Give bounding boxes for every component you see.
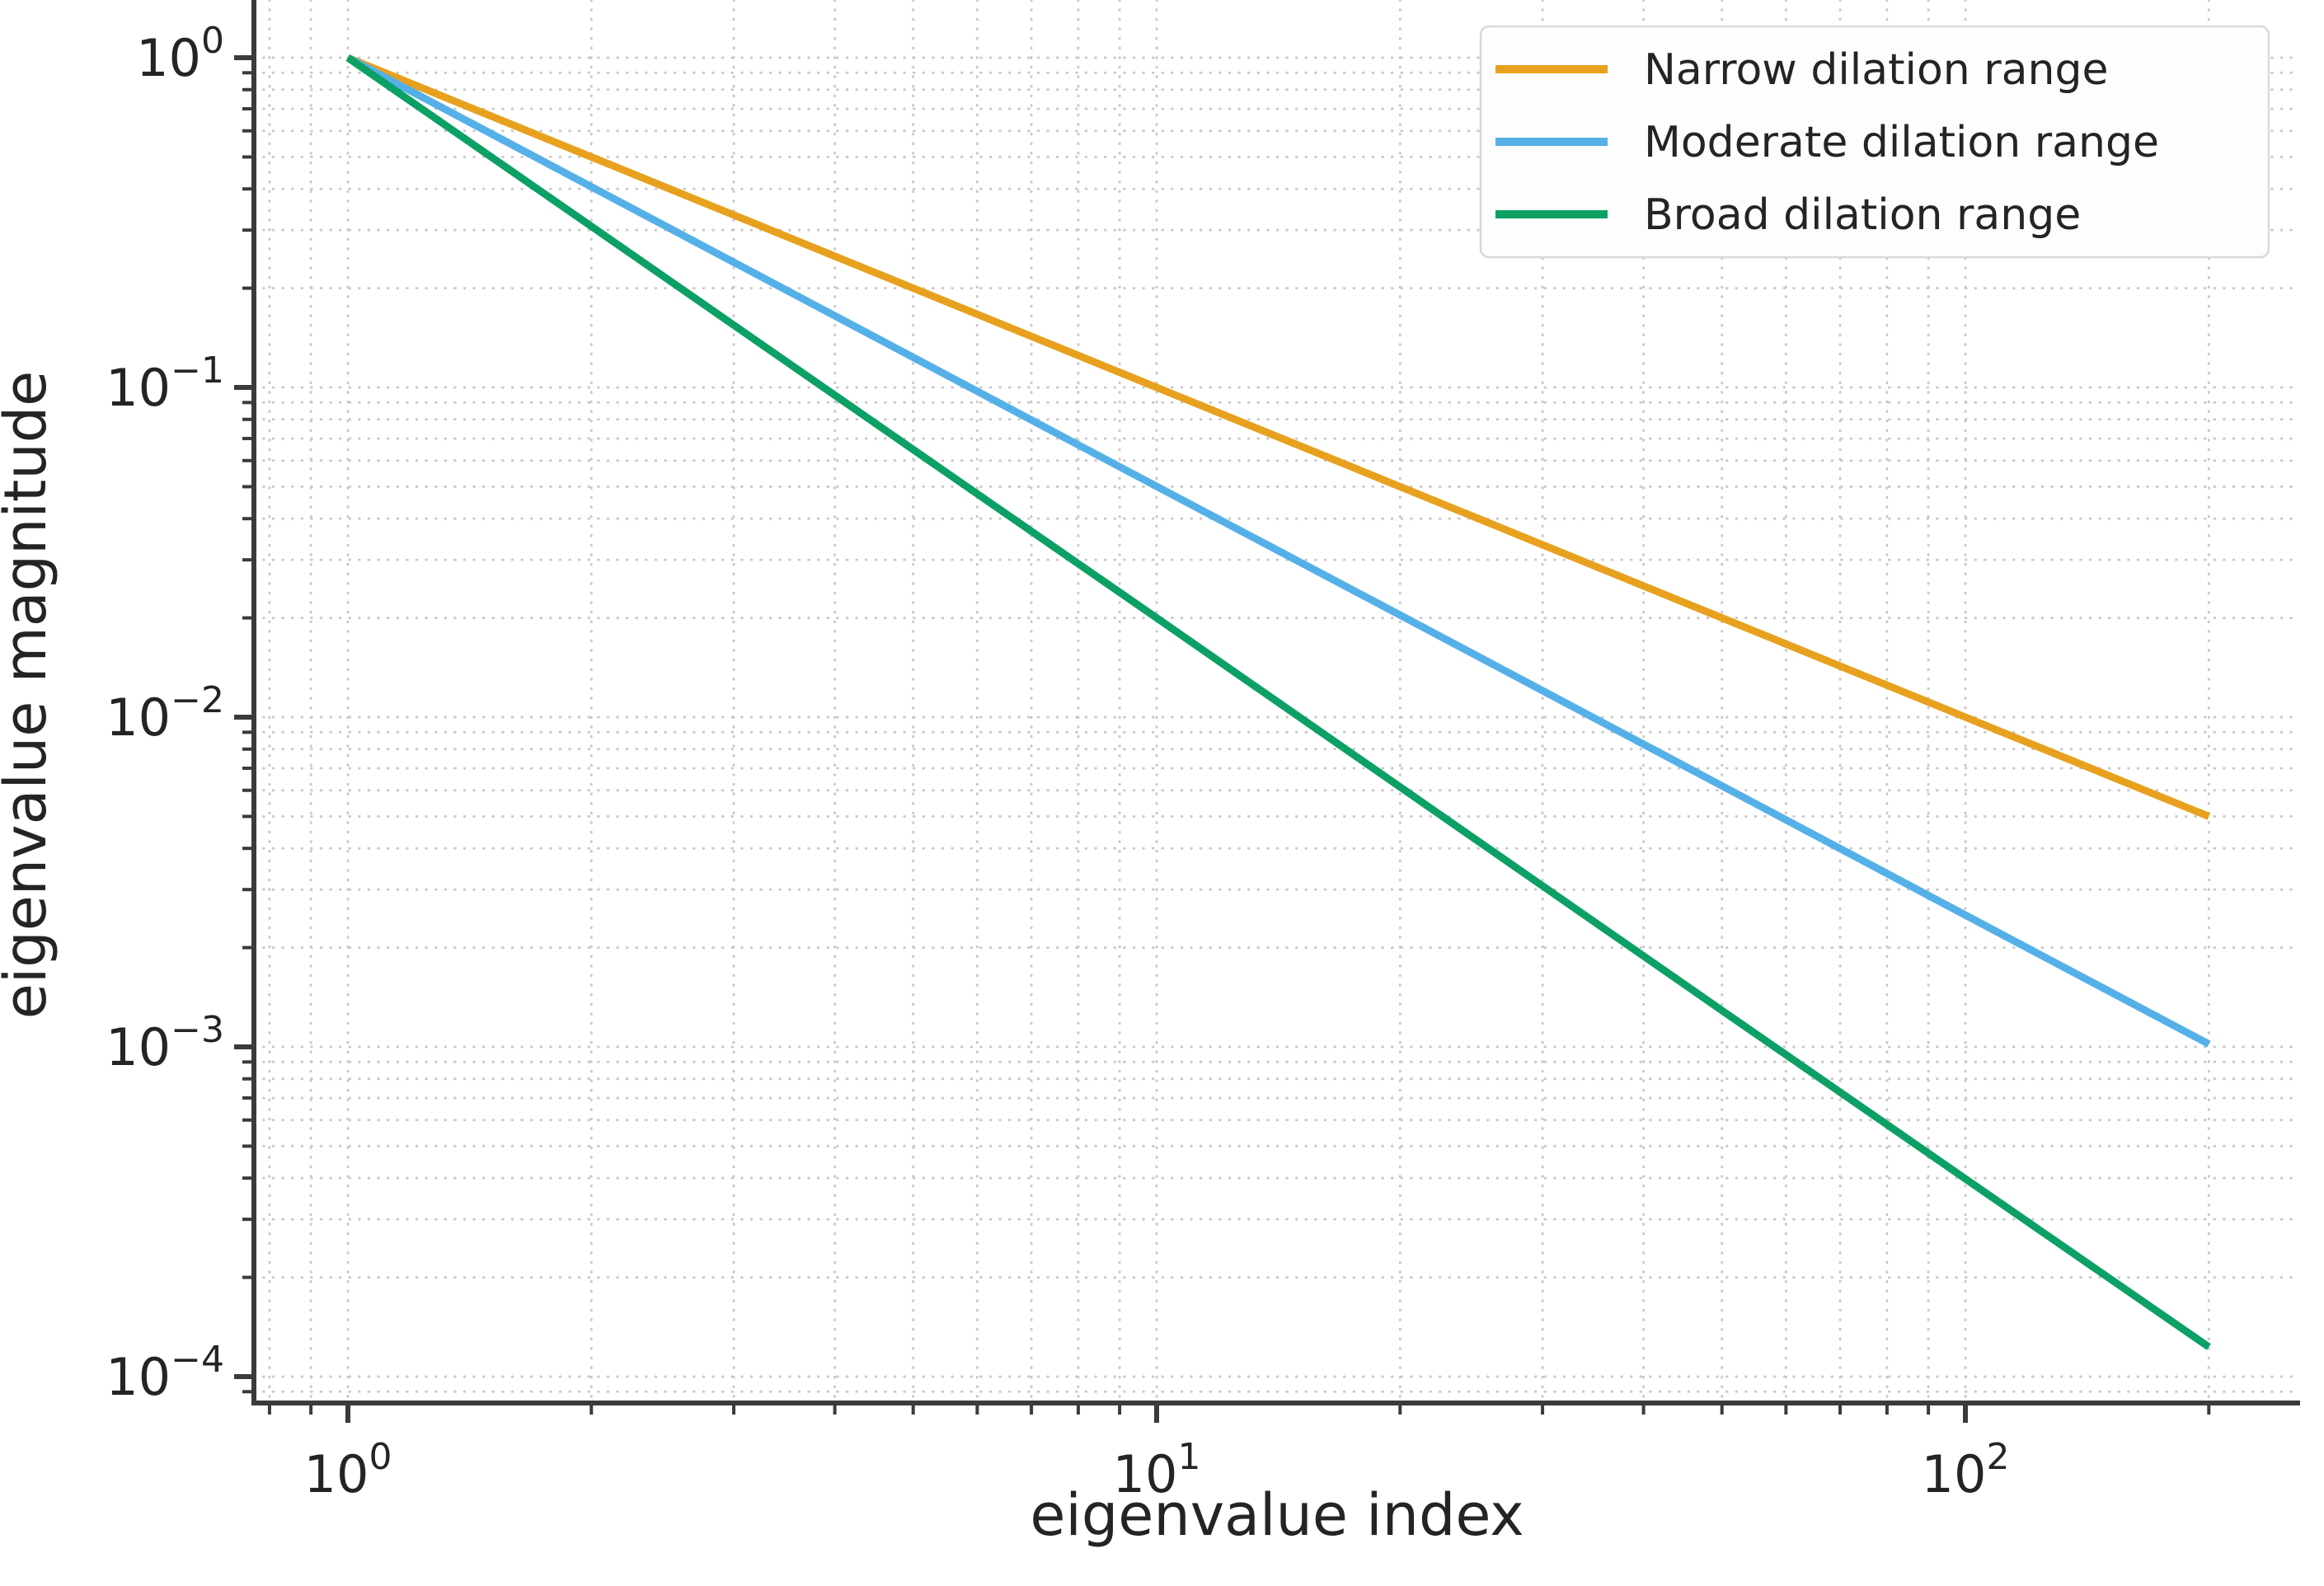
series-layer [345, 54, 2211, 1350]
series-line-1 [346, 54, 2211, 820]
y-tick-label: 10−2 [106, 679, 224, 748]
labels-layer: 100 101 102 100 10−1 10−2 10−3 10−4 eigenvalue i… [0, 20, 2009, 1549]
legend-box [1479, 25, 2270, 259]
series-line-2 [345, 54, 2211, 1048]
y-tick-label: 100 [136, 20, 224, 88]
y-tick-label: 10−4 [106, 1339, 224, 1407]
legend-item-label: Broad dilation range [1644, 190, 2081, 240]
x-tick-label: 101 [1113, 1436, 1201, 1504]
y-axis-label: eigenvalue magnitude [0, 371, 59, 1019]
legend-item-label: Narrow dilation range [1644, 45, 2108, 95]
x-tick-label: 100 [304, 1436, 392, 1504]
x-axis-label: eigenvalue index [1030, 1481, 1524, 1549]
series-line-3 [345, 54, 2211, 1350]
y-tick-label: 10−1 [106, 350, 224, 418]
legend-item-label: Moderate dilation range [1644, 118, 2159, 167]
legend: Narrow dilation range Moderate dilation r… [1479, 25, 2270, 259]
axes-layer [234, 0, 2300, 1423]
x-tick-label: 102 [1922, 1436, 2010, 1504]
y-tick-label: 10−3 [106, 1009, 224, 1077]
